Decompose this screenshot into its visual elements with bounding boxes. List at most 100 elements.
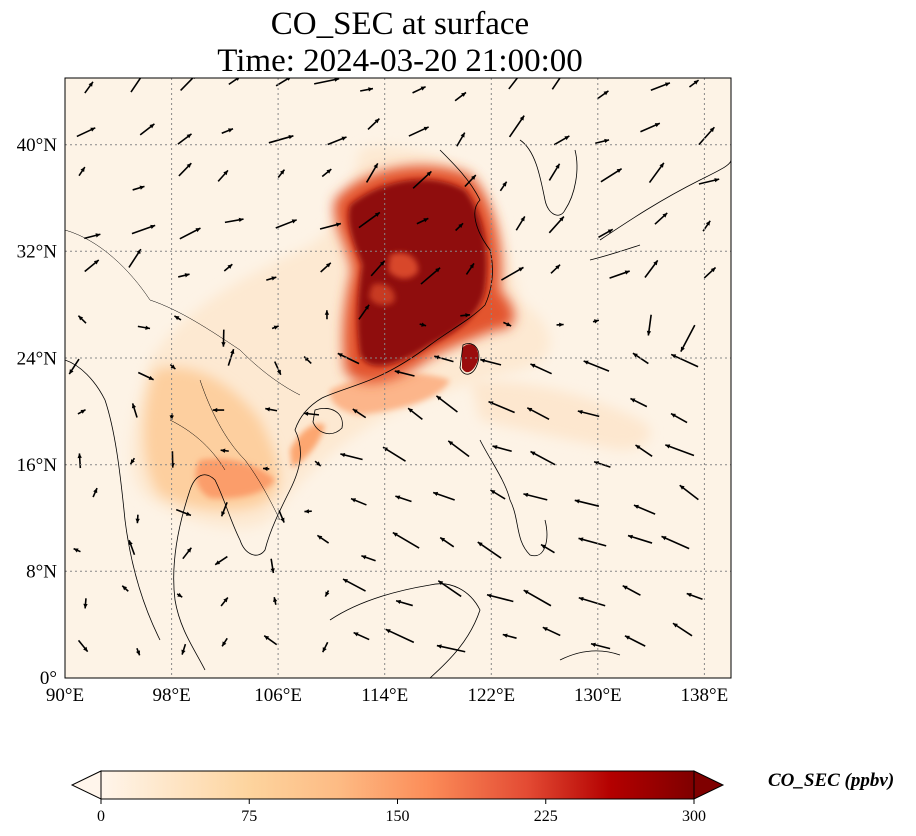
wind-arrow xyxy=(515,216,526,231)
wind-arrow xyxy=(672,622,693,637)
wind-arrow xyxy=(503,321,512,327)
colorbar-gradient xyxy=(101,771,694,799)
border-indochina-2 xyxy=(169,419,226,471)
wind-arrow xyxy=(212,407,225,413)
lon-tick-labels: 90°E 98°E 106°E 114°E 122°E 130°E 138°E xyxy=(46,685,728,706)
wind-arrow xyxy=(270,558,275,574)
wind-arrow xyxy=(385,628,415,644)
wind-arrow xyxy=(361,555,376,562)
wind-arrow xyxy=(214,555,228,566)
wind-arrow xyxy=(548,163,561,181)
wind-arrow xyxy=(622,585,641,596)
co-concentration-field xyxy=(131,146,651,529)
wind-arrow xyxy=(412,85,426,94)
wind-arrow xyxy=(526,407,550,421)
wind-arrow xyxy=(486,593,514,603)
wind-arrow xyxy=(77,639,89,653)
wind-arrow xyxy=(314,460,322,467)
wind-arrow xyxy=(175,508,192,517)
wind-arrow xyxy=(221,637,228,647)
wind-arrow xyxy=(501,266,524,281)
wind-arrow xyxy=(508,115,525,138)
colorbar-title: CO_SEC (ppbv) xyxy=(768,770,895,791)
wind-arrow xyxy=(271,325,279,330)
wind-arrow xyxy=(128,539,136,556)
wind-arrow xyxy=(304,509,312,514)
wind-arrow xyxy=(77,409,86,415)
wind-arrow xyxy=(128,248,142,268)
wind-arrow xyxy=(169,363,176,370)
wind-arrow xyxy=(367,118,380,131)
wind-arrow xyxy=(447,440,470,458)
border-china-west xyxy=(65,229,151,301)
wind-arrow xyxy=(416,217,429,225)
wind-arrow xyxy=(550,264,561,274)
plume-indochina-core xyxy=(195,458,275,499)
wind-arrow xyxy=(177,133,192,145)
wind-arrow xyxy=(454,91,467,102)
wind-arrow xyxy=(553,135,570,146)
wind-arrow xyxy=(508,78,519,90)
wind-arrow xyxy=(698,126,715,146)
wind-arrow xyxy=(220,448,229,453)
wind-arrow xyxy=(173,315,182,321)
lon-tick-label: 106°E xyxy=(254,685,302,706)
wind-arrow xyxy=(220,502,228,517)
wind-arrow xyxy=(477,541,502,559)
wind-arrow xyxy=(92,487,98,498)
map-frame xyxy=(64,77,732,679)
wind-arrow xyxy=(600,168,623,183)
wind-arrow xyxy=(68,358,80,375)
wind-arrow xyxy=(407,407,423,421)
wind-arrow xyxy=(598,228,614,239)
wind-arrow xyxy=(646,314,652,336)
wind-arrow xyxy=(358,211,381,229)
coastline-borneo xyxy=(329,583,481,678)
wind-arrow xyxy=(412,170,432,189)
wind-arrow xyxy=(220,597,229,607)
coastline-taiwan xyxy=(459,343,480,375)
coastline-china-east xyxy=(321,149,493,399)
wind-arrow xyxy=(633,504,656,515)
wind-arrow xyxy=(394,370,415,377)
colorbar-extend-max xyxy=(693,770,725,800)
wind-arrow xyxy=(320,262,332,273)
wind-arrow xyxy=(408,126,429,137)
wind-arrow xyxy=(523,492,548,501)
wind-arrow xyxy=(665,444,695,457)
chart-title-line1: CO_SEC at surface xyxy=(270,6,530,42)
colorbar: 0 75 150 225 300 xyxy=(70,770,725,825)
plume-light-east xyxy=(470,380,651,450)
wind-arrow xyxy=(392,531,420,549)
wind-arrow xyxy=(221,329,226,347)
lon-tick-label: 130°E xyxy=(574,685,622,706)
wind-arrow xyxy=(228,78,240,86)
colorbar-tick-label: 75 xyxy=(241,808,257,825)
wind-arrow xyxy=(640,122,661,133)
wind-arrow xyxy=(703,266,717,279)
wind-arrow xyxy=(435,395,458,413)
wind-arrow xyxy=(460,313,471,318)
wind-arrow xyxy=(583,360,610,372)
lon-tick-label: 98°E xyxy=(152,685,190,706)
wind-arrow xyxy=(275,219,297,229)
coastlines xyxy=(65,139,731,678)
wind-arrow xyxy=(314,78,340,85)
wind-arrow xyxy=(321,168,332,178)
border-indochina-1 xyxy=(199,379,281,521)
wind-arrow xyxy=(130,78,142,93)
wind-arrow xyxy=(465,262,475,275)
lon-tick-label: 114°E xyxy=(361,685,408,706)
wind-arrow xyxy=(178,273,190,278)
wind-arrow xyxy=(358,304,370,320)
wind-arrow xyxy=(595,138,610,145)
wind-arrow xyxy=(352,408,367,419)
wind-arrow xyxy=(181,643,187,655)
wind-arrow xyxy=(434,355,454,363)
coastline-new-guinea xyxy=(559,650,621,661)
wind-arrow xyxy=(327,136,347,146)
lon-tick-label: 90°E xyxy=(46,685,84,706)
wind-arrow xyxy=(464,174,477,188)
lat-tick-label: 24°N xyxy=(17,349,58,370)
